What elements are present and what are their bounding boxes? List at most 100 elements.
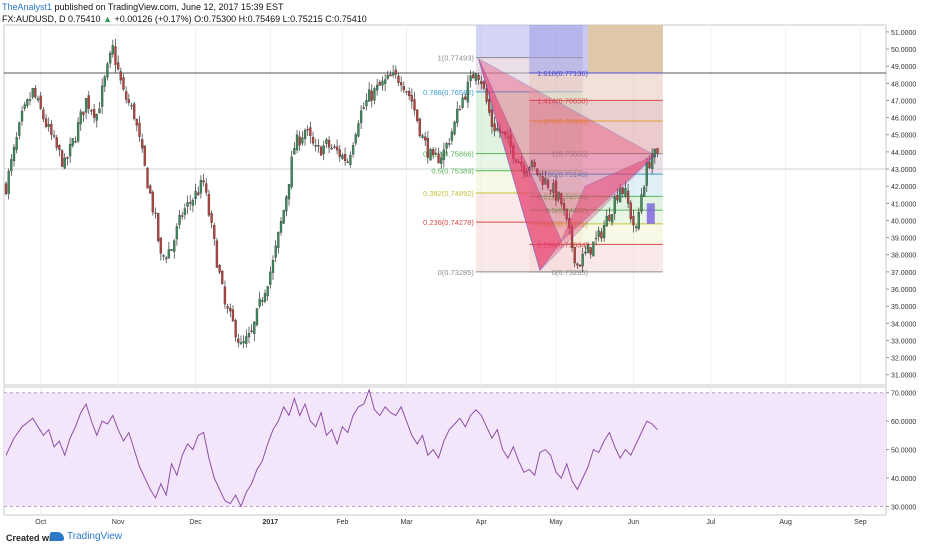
change-value: +0.00126 (+0.17%) (114, 14, 192, 24)
candle-body (640, 194, 643, 212)
candle-body (610, 214, 614, 223)
candle-body (50, 123, 53, 135)
candle-body (282, 210, 285, 224)
fib2-level-label: 0.786(0.75146) (537, 170, 588, 179)
candle-body (578, 264, 582, 267)
candle-body (119, 71, 122, 81)
candle-body (245, 336, 248, 344)
candle-body (648, 161, 651, 169)
candle-body (237, 338, 240, 343)
candle-body (365, 100, 368, 107)
candle-body (55, 137, 58, 148)
author-link[interactable]: TheAnalyst1 (2, 2, 53, 12)
pattern-triangle-bcd (560, 154, 656, 242)
candle-body (445, 143, 448, 149)
candle-body (231, 309, 235, 322)
candle-body (138, 122, 141, 137)
tradingview-brand[interactable]: TradingView (50, 531, 122, 542)
price-tick-label: 46.0000 (891, 116, 916, 123)
main-pane[interactable] (3, 24, 887, 386)
candle-body (295, 134, 299, 151)
candle-body (63, 157, 66, 169)
symbol-label[interactable]: FX:AUDUSD, D (2, 14, 66, 24)
fib2-level-label: 1.618(0.77136) (537, 69, 588, 78)
fib1-level-label: 0.5(0.75389) (431, 167, 474, 176)
candle-body (466, 81, 470, 103)
candle-body (34, 88, 37, 98)
candle-body (234, 320, 237, 338)
candle-body (645, 162, 648, 186)
candle-body (485, 88, 488, 102)
candle-body (362, 107, 365, 109)
rsi-axis[interactable]: 30.0000 40.0000 50.0000 60.0000 70.0000 (886, 391, 916, 512)
candle-body (346, 161, 349, 163)
price-axis[interactable]: 31.0000 32.0000 33.0000 34.0000 35.0000 36.00… (886, 30, 916, 380)
fib1-level-label: 0.236(0.74278) (423, 218, 474, 227)
fib2-zone (529, 210, 663, 224)
tradingview-logo-icon (50, 531, 64, 541)
time-tick-label: Dec (189, 519, 202, 526)
fib2-zone (529, 196, 663, 211)
candle-body (437, 153, 440, 164)
candle-body (458, 108, 462, 111)
rsi-line (5, 388, 658, 508)
fib-tools[interactable]: 1(0.77493) 0.786(0.76582) 0.618(0.75866) 0.… (423, 25, 663, 277)
candle-body (448, 143, 451, 145)
candle-body (338, 149, 341, 157)
candle-body (464, 96, 467, 100)
fib2-level-label: 0(0.73285) (552, 268, 589, 277)
candle-body (552, 183, 555, 193)
candle-body (493, 123, 496, 132)
footer: Created with TradingView (0, 528, 932, 550)
candle-body (100, 85, 104, 107)
fib1-level-label: 0.786(0.76582) (423, 88, 474, 97)
candle-body (122, 77, 125, 90)
candle-body (653, 149, 656, 158)
fib2-level-label: 1.414(0.76650) (537, 96, 588, 105)
candle-body (298, 136, 301, 146)
chart-canvas[interactable]: 1(0.77493) 0.786(0.76582) 0.618(0.75866) 0.… (0, 0, 932, 528)
price-tick-label: 51.0000 (891, 30, 916, 37)
candle-body (87, 95, 90, 109)
candle-body (327, 139, 331, 148)
candle-body (218, 265, 221, 273)
price-tick-label: 49.0000 (891, 64, 916, 71)
candle-body (60, 150, 64, 167)
candle-body (154, 212, 157, 214)
candle-body (618, 188, 622, 203)
time-tick-label: Sep (854, 519, 867, 526)
candle-body (108, 53, 112, 64)
candle-body (4, 183, 8, 195)
candle-body (306, 128, 309, 131)
candle-body (386, 74, 389, 79)
time-tick-label: Aug (779, 519, 792, 526)
time-tick-label: 2017 (263, 519, 279, 526)
bat-pattern[interactable] (477, 57, 656, 272)
candle-body (165, 257, 168, 260)
time-axis[interactable]: Oct Nov Dec 2017 Feb Mar Apr May Jun Jul Aug Sep (35, 519, 866, 526)
candle-body (624, 187, 627, 197)
candle-body (410, 95, 413, 102)
candle-body (197, 192, 200, 196)
candle-body (375, 84, 379, 91)
candle-body (354, 134, 357, 144)
candle-body (229, 307, 232, 312)
candle-body (378, 82, 381, 86)
candle-body (207, 194, 211, 216)
candle-body (341, 154, 344, 160)
candle-body (357, 123, 360, 137)
candle-body (263, 293, 267, 302)
candle-body (223, 286, 227, 305)
price-tick-label: 32.0000 (891, 356, 916, 363)
candle-body (186, 202, 189, 207)
fib1-level-label: 1(0.77493) (438, 54, 475, 63)
candle-body (634, 226, 638, 228)
fib2-level-label: 1.272(0.76308) (537, 117, 588, 126)
price-marker-box (646, 203, 655, 224)
candle-body (159, 237, 163, 254)
candle-body (482, 81, 486, 89)
candle-body (642, 186, 646, 197)
candle-body (608, 214, 611, 221)
candle-body (116, 62, 120, 70)
candle-body (600, 231, 603, 239)
